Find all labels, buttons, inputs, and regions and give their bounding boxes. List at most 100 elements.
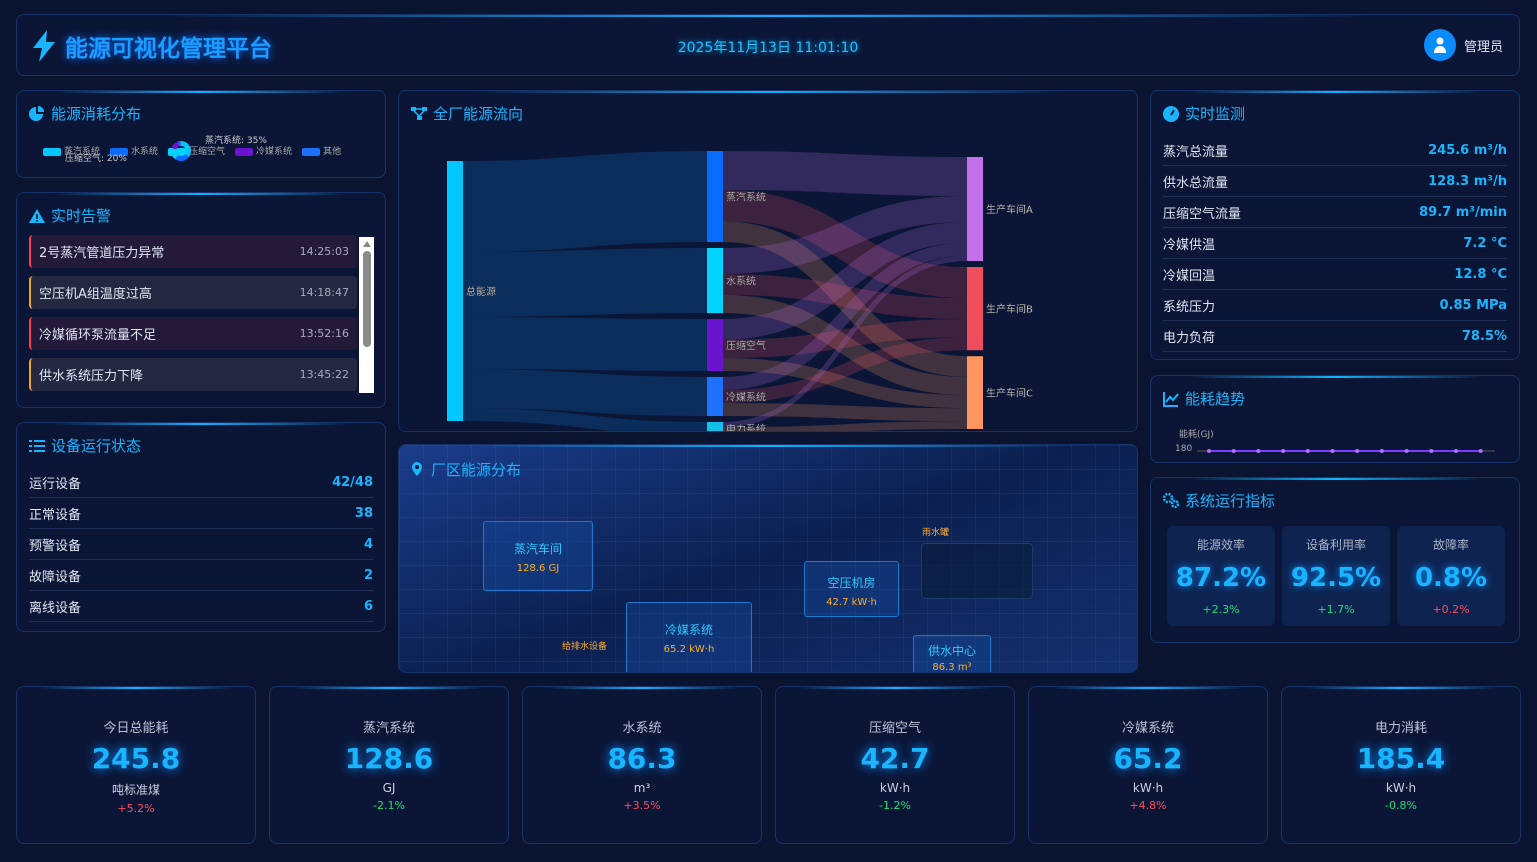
trend-point[interactable] [1281, 449, 1286, 453]
alert-item[interactable]: 空压机A组温度过高 14:18:47 [29, 276, 357, 309]
sankey-link[interactable] [722, 274, 968, 319]
legend-item[interactable]: 蒸汽系统 [43, 144, 100, 157]
legend-item[interactable]: 水系统 [110, 144, 158, 157]
kpi-label: 水系统 [622, 721, 662, 736]
monitor-row: 电力负荷 78.5% [1163, 321, 1507, 352]
trend-point[interactable] [1256, 449, 1261, 453]
device-status-panel: 设备运行状态 运行设备 42/48 正常设备 38 预警设备 4 故障设备 2 离线设备 6 [16, 422, 386, 632]
header: 能源可视化管理平台 2025年11月13日 11:01:10 管理员 [16, 14, 1520, 76]
kpi-unit: kW·h [1132, 781, 1164, 795]
trend-point[interactable] [1454, 449, 1458, 453]
sankey-link[interactable] [722, 403, 968, 422]
indicator-value: 0.8% [1414, 563, 1488, 593]
sankey-node[interactable] [707, 422, 723, 432]
trend-point[interactable] [1231, 449, 1236, 453]
sankey-node-label: 电力系统 [726, 423, 766, 433]
sankey-link[interactable] [722, 255, 968, 428]
trend-point[interactable] [1478, 449, 1483, 453]
sankey-node-label: 生产车间C [986, 387, 1033, 400]
trend-point[interactable] [1404, 449, 1409, 453]
alert-item[interactable]: 2号蒸汽管道压力异常 14:25:03 [29, 235, 357, 268]
indicator-label: 能源效率 [1196, 538, 1245, 552]
sankey-node[interactable] [707, 151, 723, 242]
map-tag[interactable]: 给排水设备 [562, 642, 608, 652]
monitor-label: 冷媒供温 [1163, 237, 1216, 253]
sankey-node[interactable] [707, 248, 723, 313]
sankey-link[interactable] [462, 317, 708, 371]
sankey-link[interactable] [722, 190, 968, 299]
sankey-node[interactable] [967, 157, 983, 261]
monitor-value: 0.85 MPa [1439, 297, 1508, 313]
alert-time: 14:25:03 [299, 245, 349, 258]
sankey-link[interactable] [722, 294, 968, 396]
sankey-node-label: 生产车间A [986, 203, 1033, 216]
user-menu[interactable]: 管理员 [1423, 29, 1503, 61]
map-area-compressor[interactable]: 空压机房 42.7 kW·h [804, 561, 899, 617]
sankey-link[interactable] [462, 408, 708, 431]
sankey-node[interactable] [707, 319, 723, 371]
sankey-link[interactable] [722, 196, 968, 274]
sankey-link[interactable] [462, 248, 708, 317]
sankey-link[interactable] [722, 151, 968, 196]
pie-slice[interactable] [171, 147, 179, 160]
indicator-card: 设备利用率 92.5% +1.7% [1282, 526, 1390, 626]
alert-item[interactable]: 供水系统压力下降 13:45:22 [29, 358, 357, 391]
sankey-node-label: 水系统 [726, 275, 756, 288]
alert-text: 冷媒循环泵流量不足 [39, 328, 157, 343]
trend-point[interactable] [1207, 449, 1211, 453]
kpi-label: 压缩空气 [868, 721, 921, 736]
flow-icon [411, 106, 427, 120]
panel-title: 全厂能源流向 [411, 103, 523, 124]
kpi-change: +3.5% [623, 799, 661, 812]
indicator-change: +2.3% [1202, 603, 1240, 616]
panel-title: 能源消耗分布 [29, 103, 141, 124]
scrollbar[interactable] [359, 237, 374, 393]
sankey-link[interactable] [722, 222, 968, 340]
sankey-link[interactable] [722, 242, 968, 390]
trend-point[interactable] [1330, 449, 1335, 453]
pie-slice[interactable] [177, 141, 181, 147]
sankey-link[interactable] [722, 221, 968, 377]
alert-time: 14:18:47 [299, 286, 349, 299]
gauge-icon [1163, 105, 1179, 122]
trend-point[interactable] [1379, 449, 1384, 453]
scrollbar-thumb[interactable] [362, 251, 371, 347]
monitor-value: 128.3 m³/h [1428, 173, 1507, 189]
map-area-coolant[interactable]: 冷媒系统 65.2 kW·h [626, 602, 752, 672]
trend-point[interactable] [1305, 449, 1310, 453]
pie-slice[interactable] [181, 141, 191, 157]
sankey-node[interactable] [967, 267, 983, 351]
pie-slice[interactable] [175, 153, 190, 161]
pie-slice[interactable] [171, 141, 180, 150]
sankey-link[interactable] [462, 369, 708, 416]
sankey-link[interactable] [722, 421, 968, 431]
legend-item[interactable]: 其他 [302, 144, 341, 157]
kpi-label: 电力消耗 [1374, 721, 1427, 736]
alert-item[interactable]: 冷媒循环泵流量不足 13:52:16 [29, 317, 357, 350]
sankey-node[interactable] [447, 161, 463, 421]
map-tag[interactable]: 雨水罐 [922, 528, 950, 538]
trend-point[interactable] [1429, 449, 1434, 453]
sankey-link[interactable] [462, 151, 708, 252]
kpi-card: 压缩空气 42.7 kW·h -1.2% [775, 686, 1015, 844]
plant-map-panel[interactable]: 厂区能源分布 蒸汽车间 128.6 GJ 空压机房 42.7 kW·h 冷媒系统 65… [398, 444, 1138, 673]
sankey-node[interactable] [967, 356, 983, 429]
map-area-steam[interactable]: 蒸汽车间 128.6 GJ [483, 521, 593, 591]
map-pin-icon [412, 461, 422, 476]
kpi-change: +4.8% [1129, 799, 1167, 812]
lightning-icon [33, 30, 55, 62]
map-area-water[interactable]: 供水中心 86.3 m³ [913, 635, 991, 672]
kpi-card: 蒸汽系统 128.6 GJ -2.1% [269, 686, 509, 844]
sankey-link[interactable] [722, 319, 968, 358]
monitor-value: 78.5% [1461, 328, 1507, 344]
trend-point[interactable] [1355, 449, 1360, 453]
avatar[interactable] [1423, 29, 1456, 61]
sankey-node[interactable] [707, 377, 723, 416]
monitor-row: 蒸汽总流量 245.6 m³/h [1163, 135, 1507, 166]
legend-item[interactable]: 冷媒系统 [235, 144, 292, 157]
sankey-link[interactable] [722, 358, 968, 409]
legend-item[interactable]: 压缩空气 [168, 144, 225, 157]
realtime-monitor-panel: 实时监测 蒸汽总流量 245.6 m³/h 供水总流量 128.3 m³/h 压缩空气流… [1150, 90, 1520, 360]
sankey-link[interactable] [722, 337, 968, 403]
monitor-row: 压缩空气流量 89.7 m³/min [1163, 197, 1507, 228]
